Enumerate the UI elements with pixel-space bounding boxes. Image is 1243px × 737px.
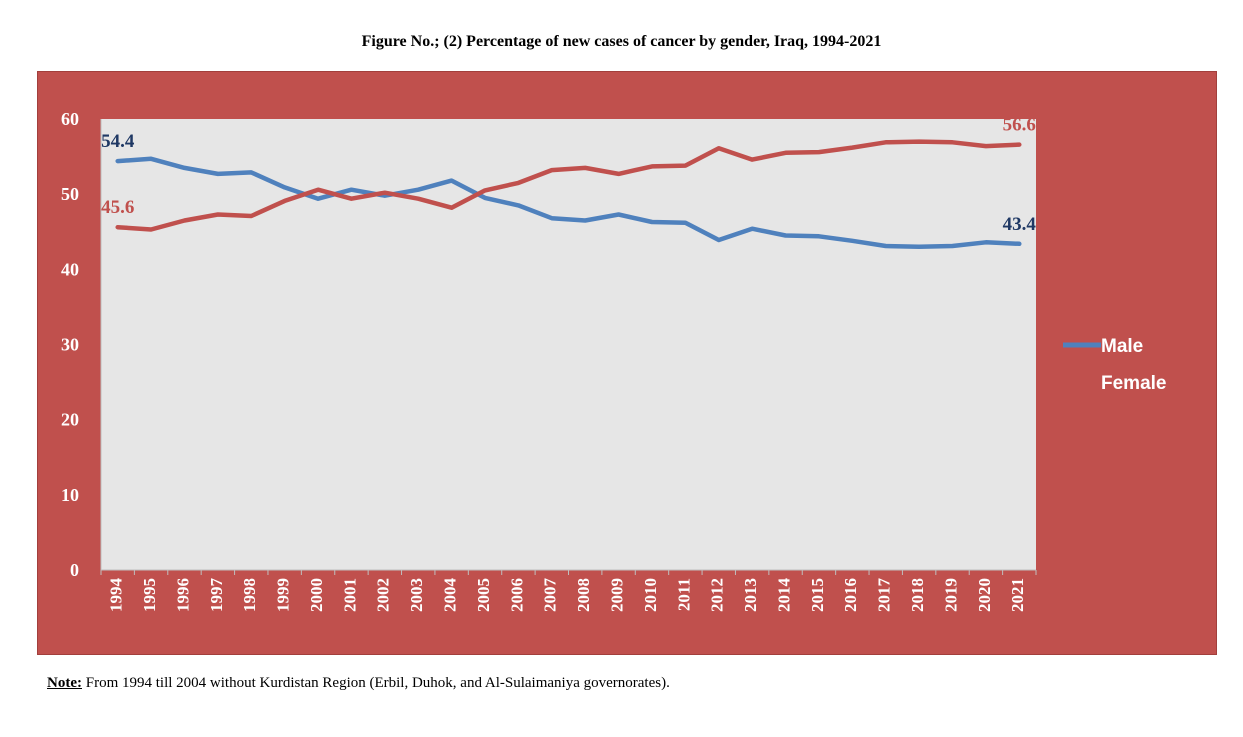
data-label-female: 56.6: [1003, 115, 1036, 136]
x-tick-label: 2018: [908, 578, 927, 612]
x-tick-label: 1996: [173, 578, 192, 612]
y-tick-label: 50: [61, 184, 79, 204]
x-tick-label: 2021: [1008, 578, 1027, 612]
note-label: Note:: [47, 675, 82, 691]
x-tick-label: 2007: [541, 578, 560, 613]
x-tick-label: 1998: [240, 578, 259, 612]
x-tick-label: 2012: [708, 578, 727, 612]
x-tick-label: 2019: [941, 578, 960, 612]
x-tick-label: 2014: [774, 578, 793, 613]
y-tick-label: 20: [61, 410, 79, 430]
y-tick-label: 60: [61, 109, 79, 129]
data-labels: 54.4 43.4 45.6 56.6: [101, 115, 1036, 235]
x-tick-label: 1994: [107, 578, 126, 613]
chart-area: 0 10 20 30 40 50 60 1994 1995 1996 1997 1998 1999 20…: [37, 71, 1217, 655]
footnote: Note: From 1994 till 2004 without Kurdis…: [47, 675, 670, 692]
x-tick-label: 2015: [808, 578, 827, 612]
x-tick-label: 2005: [474, 578, 493, 612]
line-chart: 0 10 20 30 40 50 60 1994 1995 1996 1997 1998 1999 20…: [61, 109, 1166, 613]
y-axis: 0 10 20 30 40 50 60: [61, 109, 102, 580]
legend-label-female: Female: [1101, 373, 1166, 394]
x-tick-label: 2020: [975, 578, 994, 612]
legend-label-male: Male: [1101, 336, 1143, 357]
series-line-female: [115, 139, 1022, 232]
x-tick-label: 2006: [507, 578, 526, 612]
y-tick-label: 40: [61, 259, 79, 279]
x-tick-label: 2001: [340, 578, 359, 612]
plot-background: [101, 119, 1036, 570]
x-tick-label: 1999: [274, 578, 293, 612]
x-tick-label: 2016: [841, 578, 860, 612]
y-tick-label: 30: [61, 335, 79, 355]
x-tick-label: 2009: [607, 578, 626, 612]
series-lines: [115, 139, 1022, 250]
y-tick-label: 10: [61, 485, 79, 505]
x-tick-label: 2011: [674, 578, 693, 611]
x-axis: 1994 1995 1996 1997 1998 1999 2000 2001 2002 2003…: [100, 569, 1037, 613]
x-tick-label: 2002: [374, 578, 393, 612]
series-line-male: [115, 156, 1022, 250]
figure-title: Figure No.; (2) Percentage of new cases …: [361, 33, 882, 50]
x-tick-label: 1995: [140, 578, 159, 612]
data-label-female: 45.6: [101, 197, 134, 218]
note-text: From 1994 till 2004 without Kurdistan Re…: [81, 675, 670, 691]
x-tick-label: 2010: [641, 578, 660, 612]
x-tick-label: 2003: [407, 578, 426, 612]
x-tick-label: 2004: [441, 578, 460, 613]
x-tick-label: 2017: [875, 578, 894, 613]
x-tick-label: 1997: [207, 578, 226, 613]
x-tick-label: 2008: [574, 578, 593, 612]
x-tick-label: 2000: [307, 578, 326, 612]
data-label-male: 54.4: [101, 131, 135, 152]
x-tick-label: 2013: [741, 578, 760, 612]
data-label-male: 43.4: [1003, 214, 1037, 235]
y-tick-label: 0: [70, 560, 79, 580]
legend: Male Female: [1063, 336, 1166, 394]
